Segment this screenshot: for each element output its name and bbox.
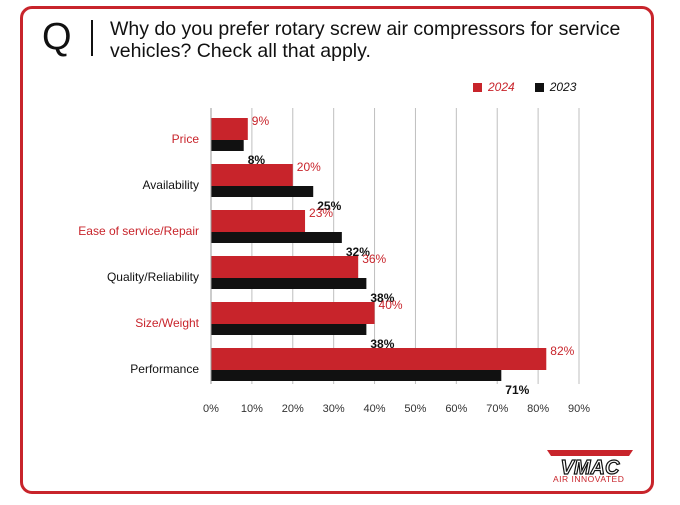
data-label-2023: 25% (317, 199, 341, 213)
data-label-2023: 71% (505, 383, 529, 397)
data-label-2024: 23% (309, 206, 333, 220)
bar-2024 (211, 164, 293, 186)
legend-swatch-2023 (534, 82, 544, 92)
x-tick-label: 50% (404, 403, 426, 415)
category-label: Availability (143, 178, 199, 192)
x-tick-label: 40% (364, 403, 386, 415)
data-label-2023: 32% (346, 245, 370, 259)
data-label-2023: 8% (248, 153, 266, 167)
data-label-2023: 38% (370, 337, 394, 351)
data-label-2024: 20% (297, 160, 321, 174)
logo-tagline: AIR INNOVATED (553, 474, 625, 484)
legend-label-2023: 2023 (549, 80, 577, 94)
x-tick-label: 70% (486, 403, 508, 415)
bar-2024 (211, 210, 306, 232)
x-tick-label: 0% (203, 403, 219, 415)
x-tick-label: 60% (445, 403, 467, 415)
x-tick-label: 80% (527, 403, 549, 415)
question-mark-label: Q (42, 16, 72, 58)
data-label-2024: 9% (252, 114, 270, 128)
data-label-2023: 38% (370, 291, 394, 305)
data-label-2024: 40% (379, 298, 403, 312)
legend-item-2024: 2024 (473, 80, 515, 94)
vmac-logo: VMAC (547, 450, 633, 480)
bar-2023 (211, 324, 367, 335)
bar-2024 (211, 348, 547, 370)
legend-swatch-2024 (473, 82, 482, 92)
bar-2024 (211, 118, 248, 140)
logo-wordmark: VMAC (561, 457, 620, 479)
bar-2024 (211, 256, 359, 278)
data-label-2024: 82% (550, 344, 574, 358)
question-divider (91, 20, 93, 56)
bar-2023 (211, 186, 314, 197)
x-tick-label: 20% (282, 403, 304, 415)
bar-2023 (211, 232, 342, 243)
bar-2023 (211, 140, 244, 151)
category-label: Quality/Reliability (107, 270, 199, 284)
category-label: Price (172, 132, 200, 146)
legend-item-2023: 2023 (534, 80, 577, 94)
data-label-2024: 36% (362, 252, 386, 266)
category-label: Ease of service/Repair (78, 224, 199, 238)
question-title: Why do you prefer rotary screw air compr… (110, 18, 621, 62)
survey-card (20, 6, 654, 494)
bar-2023 (211, 370, 502, 381)
bar-2024 (211, 302, 375, 324)
x-tick-label: 30% (323, 403, 345, 415)
x-tick-label: 10% (241, 403, 263, 415)
bar-2023 (211, 278, 367, 289)
chart-legend: 2024 2023 (473, 80, 576, 94)
category-label: Performance (130, 362, 199, 376)
category-label: Size/Weight (135, 316, 199, 330)
x-tick-label: 90% (568, 403, 590, 415)
legend-label-2024: 2024 (488, 80, 515, 94)
